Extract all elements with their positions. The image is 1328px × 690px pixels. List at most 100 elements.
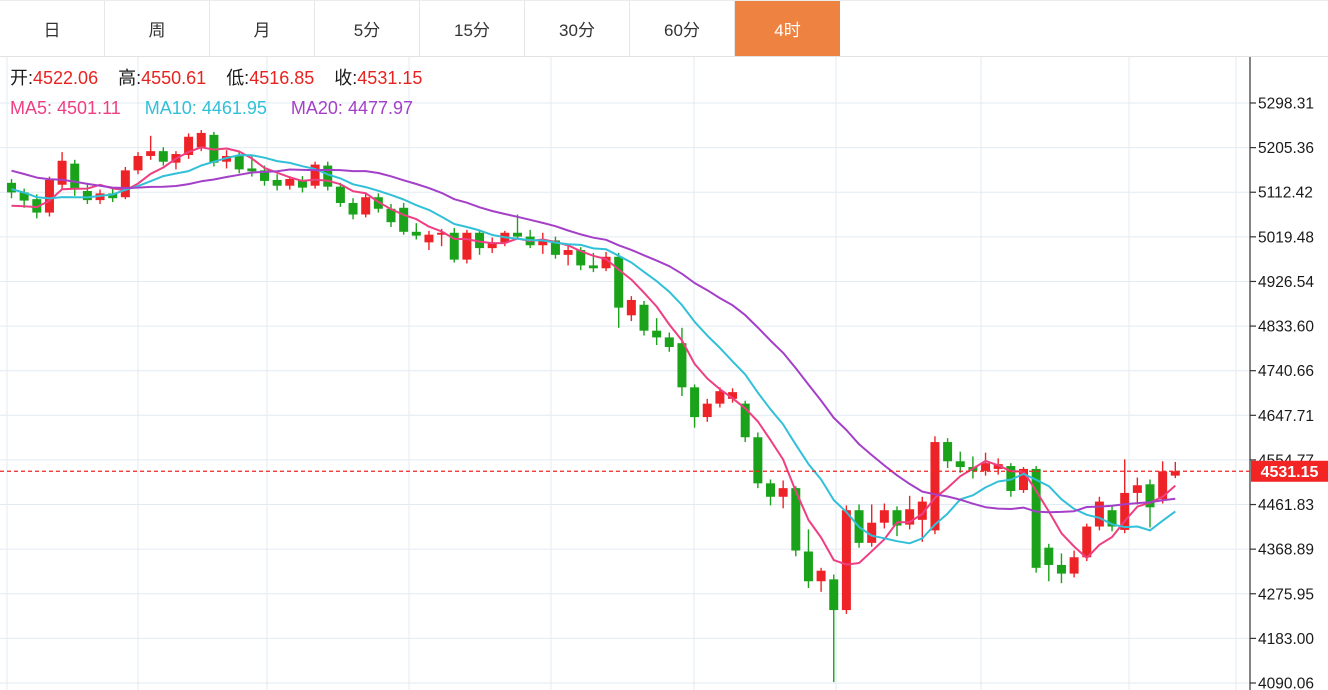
tab-15分[interactable]: 15分	[420, 1, 525, 56]
candle-up	[930, 436, 940, 535]
candle-up	[778, 480, 788, 509]
candle-up	[285, 176, 295, 190]
y-axis-tick-label: 5298.31	[1258, 96, 1314, 113]
candle-down	[1044, 543, 1054, 582]
tab-周[interactable]: 周	[105, 1, 210, 56]
y-axis-tick-label: 4647.71	[1258, 408, 1314, 425]
y-axis-tick-label: 5205.36	[1258, 140, 1314, 157]
candle-down	[1107, 505, 1117, 532]
candle-up	[715, 387, 725, 408]
candle-up	[728, 388, 738, 403]
low-value: 4516.85	[249, 68, 315, 88]
candle-up	[361, 193, 371, 218]
candle-down	[639, 300, 649, 336]
candle-up	[1069, 550, 1079, 578]
candle-down	[955, 451, 965, 473]
chart-legend: 开:4522.06 高:4550.61 低:4516.85 收:4531.15 MA5…	[10, 63, 442, 123]
y-axis-tick-label: 4833.60	[1258, 319, 1314, 336]
candle-down	[399, 202, 409, 235]
ma10-line	[11, 154, 1176, 545]
candle-up	[917, 496, 927, 542]
y-axis-tick-label: 4461.83	[1258, 497, 1314, 514]
candle-down	[323, 161, 333, 191]
candle-up	[424, 230, 434, 251]
candle-up	[816, 567, 826, 592]
y-axis-tick-label: 4368.89	[1258, 542, 1314, 559]
candle-up	[601, 251, 611, 272]
candle-up	[146, 135, 156, 160]
y-axis: 5298.31 5205.36 5112.42 5019.48 4926.54 4833.…	[1249, 57, 1314, 690]
candle-down	[652, 318, 662, 346]
candle-up	[702, 398, 712, 422]
candle-down	[158, 147, 168, 166]
candle-up	[879, 503, 889, 529]
y-axis-tick-label: 5112.42	[1258, 185, 1313, 202]
kline-chart-area[interactable]: 5298.31 5205.36 5112.42 5019.48 4926.54 4833.…	[0, 57, 1328, 690]
candle-up	[905, 495, 915, 530]
y-axis-tick-label: 4275.95	[1258, 586, 1314, 603]
tab-日[interactable]: 日	[0, 1, 105, 56]
candle-down	[753, 432, 763, 489]
candle-up	[1170, 461, 1180, 479]
tab-5分[interactable]: 5分	[315, 1, 420, 56]
candle-down	[1031, 466, 1041, 573]
candle-up	[981, 452, 991, 476]
y-axis-tick-label: 4183.00	[1258, 631, 1314, 648]
tab-30分[interactable]: 30分	[525, 1, 630, 56]
current-price-tag: 4531.15	[1251, 460, 1328, 482]
candles	[7, 130, 1180, 683]
candle-down	[513, 214, 522, 240]
y-axis-tick-label: 4090.06	[1258, 676, 1314, 690]
open-label: 开:	[10, 68, 34, 88]
candle-down	[411, 223, 421, 240]
candle-up	[57, 152, 67, 189]
candle-up	[538, 232, 548, 254]
ma-row: MA5: 4501.11 MA10: 4461.95 MA20: 4477.97	[10, 93, 442, 123]
candle-down	[272, 174, 282, 191]
candle-down	[892, 506, 902, 537]
candle-up	[841, 505, 851, 614]
candle-up	[563, 245, 573, 266]
candle-down	[386, 203, 396, 227]
tab-月[interactable]: 月	[210, 1, 315, 56]
tab-4时[interactable]: 4时	[735, 1, 840, 56]
ma5-line	[11, 146, 1176, 566]
candle-up	[626, 296, 636, 322]
candle-up	[993, 458, 1003, 475]
y-axis-tick-label: 4740.66	[1258, 363, 1314, 380]
candle-down	[550, 236, 560, 259]
candle-up	[1082, 523, 1092, 562]
ma20-legend: MA20: 4477.97	[290, 98, 414, 118]
candle-down	[829, 574, 839, 683]
candle-down	[82, 182, 92, 204]
candle-down	[449, 227, 459, 263]
candle-up	[867, 504, 877, 547]
candle-up	[310, 161, 320, 189]
candle-down	[766, 479, 775, 506]
candle-down	[690, 384, 700, 428]
ma10-legend: MA10: 4461.95	[144, 98, 267, 118]
current-price-tag-text: 4531.15	[1261, 464, 1319, 481]
candle-up	[44, 176, 54, 217]
candle-down	[791, 486, 801, 557]
high-value: 4550.61	[141, 68, 207, 88]
open-value: 4522.06	[33, 68, 99, 88]
candle-down	[7, 178, 16, 199]
ma20-line	[11, 168, 1176, 514]
tab-60分[interactable]: 60分	[630, 1, 735, 56]
candlestick-chart-canvas[interactable]: 5298.31 5205.36 5112.42 5019.48 4926.54 4833.…	[0, 57, 1328, 690]
close-label: 收:	[334, 68, 358, 88]
candle-up	[184, 133, 194, 159]
candle-down	[1056, 553, 1066, 584]
candle-down	[335, 182, 345, 207]
close-value: 4531.15	[357, 68, 423, 88]
candle-down	[664, 332, 674, 352]
candle-up	[133, 152, 143, 175]
candle-down	[803, 529, 813, 588]
high-label: 高:	[118, 68, 142, 88]
candle-up	[462, 229, 472, 264]
candle-down	[943, 438, 953, 468]
timeframe-tabbar: 日周月 5分 15分 30分 60分 4时	[0, 0, 1328, 57]
candle-up	[120, 166, 130, 200]
candle-up	[1132, 477, 1142, 505]
